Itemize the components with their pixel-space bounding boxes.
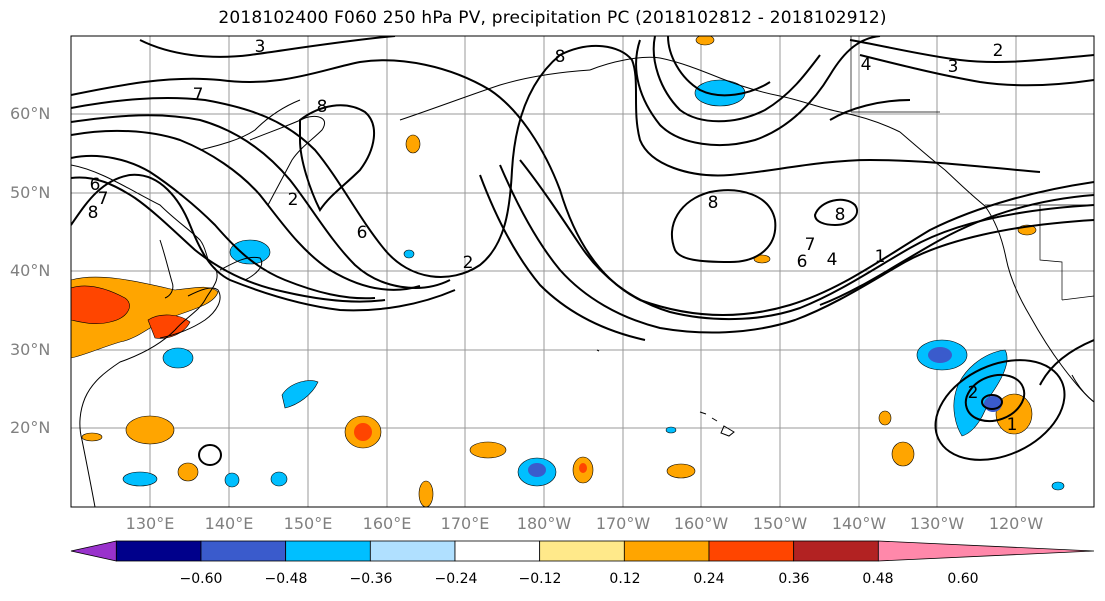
contour-label: 3 [255,37,266,57]
precip-shading [71,36,1065,507]
lon-label-120w: 120°W [988,514,1044,533]
contour-label: 8 [88,203,99,223]
colorbar [70,540,1095,562]
lon-label-170e: 170°E [440,514,490,533]
colorbar-tick: −0.12 [518,571,562,587]
lat-label-50n: 50°N [10,183,51,202]
lon-label-150w: 150°W [752,514,808,533]
colorbar-segment [454,540,541,562]
contour-label: 8 [555,47,566,67]
contour-label: 6 [90,175,101,195]
contour-label: 4 [861,55,872,75]
colorbar-segment [200,540,287,562]
contour-label: 2 [288,190,299,210]
colorbar-segment [115,540,202,562]
colorbar-segment [369,540,456,562]
colorbar-segment [793,540,879,562]
contour-labels: 3 7 8 6 7 8 2 6 8 2 8 8 4 3 2 6 7 4 1 2 … [88,37,1018,435]
contour-label: 7 [98,189,109,209]
contour-label: 8 [835,205,846,225]
contour-label: 6 [357,223,368,243]
lon-label-180w: 180°W [516,514,572,533]
colorbar-extend-min [70,540,117,562]
colorbar-tick: 0.48 [862,571,894,587]
map-title: 2018102400 F060 250 hPa PV, precipitatio… [218,8,887,28]
colorbar-tick: −0.36 [349,571,393,587]
colorbar-tick: −0.48 [264,571,308,587]
colorbar-tick: 0.12 [609,571,641,587]
lon-label-170w: 170°W [595,514,651,533]
lon-label-140e: 140°E [204,514,254,533]
lon-label-130e: 130°E [125,514,175,533]
contour-label: 7 [805,235,816,255]
contour-label: 1 [875,247,886,267]
lon-label-130w: 130°W [909,514,965,533]
coastlines [71,36,1094,507]
map-frame [70,35,1095,508]
lon-label-150e: 150°E [283,514,333,533]
lat-label-60n: 60°N [10,104,51,123]
contour-label: 8 [317,97,328,117]
contour-label: 7 [193,85,204,105]
colorbar-extend-max [877,540,1095,562]
lat-label-30n: 30°N [10,340,51,359]
lon-label-160e: 160°E [362,514,412,533]
contour-label: 2 [463,253,474,273]
lat-label-40n: 40°N [10,261,51,280]
colorbar-tick: 0.24 [693,571,725,587]
contour-label: 6 [797,252,808,272]
contour-label: 4 [827,250,838,270]
lon-label-160w: 160°W [673,514,729,533]
contour-label: 1 [1007,415,1018,435]
colorbar-segment [623,540,710,562]
contour-label: 3 [948,57,959,77]
colorbar-segment [708,540,795,562]
lon-label-140w: 140°W [831,514,887,533]
colorbar-segment [285,540,371,562]
contour-label: 8 [708,193,719,213]
contour-label: 2 [993,41,1004,61]
colorbar-tick: −0.60 [179,571,223,587]
colorbar-tick: 0.60 [947,571,979,587]
lat-label-20n: 20°N [10,418,51,437]
pv-contours [71,36,1094,466]
contour-label: 2 [968,383,979,403]
colorbar-tick: −0.24 [434,571,478,587]
colorbar-tick: 0.36 [778,571,810,587]
colorbar-segment [539,540,625,562]
